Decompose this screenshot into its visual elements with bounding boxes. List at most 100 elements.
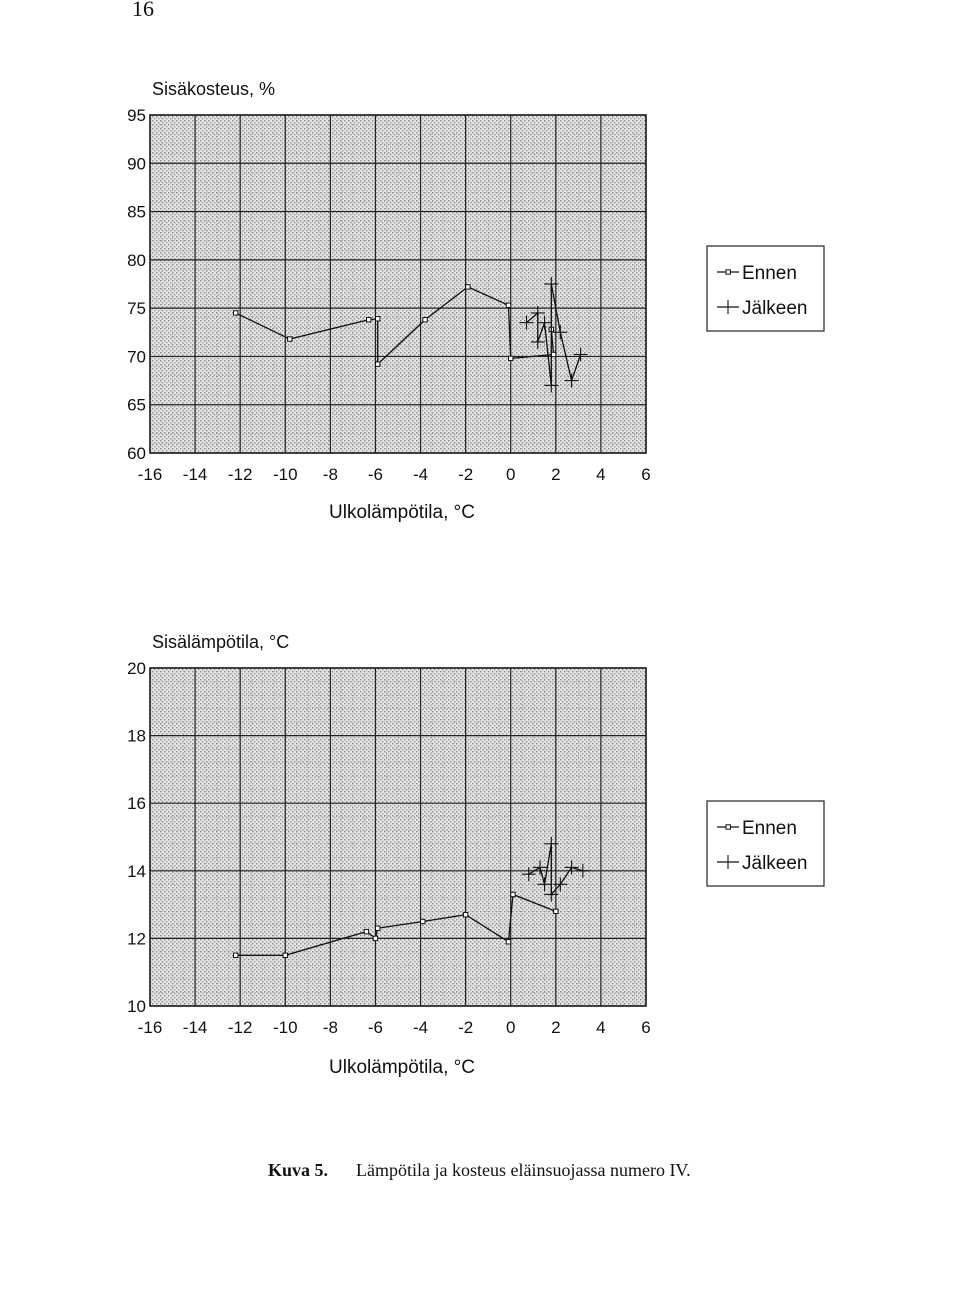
legend-label: Ennen — [742, 818, 797, 839]
x-tick-label: 2 — [551, 465, 560, 484]
y-tick-label: 70 — [127, 347, 146, 366]
data-point-ennen — [550, 351, 557, 358]
x-tick-label: -10 — [273, 465, 298, 484]
data-point-ennen — [553, 908, 559, 915]
y-tick-label: 18 — [127, 727, 146, 746]
legend-box — [706, 245, 825, 332]
x-tick-label: -16 — [138, 465, 163, 484]
data-point-jalkeen — [544, 277, 559, 291]
x-tick-label: -6 — [368, 1018, 383, 1037]
x-tick-label: -8 — [323, 1018, 338, 1037]
x-tick-label: 0 — [506, 1018, 515, 1037]
x-tick-label: 4 — [596, 465, 605, 484]
chart-title: Sisäkosteus, % — [152, 79, 275, 99]
data-point-ennen — [375, 925, 381, 931]
data-point-jalkeen — [573, 347, 588, 362]
data-point-jalkeen — [530, 305, 545, 320]
chart-title: Sisälämpötila, °C — [152, 632, 289, 652]
y-tick-label: 12 — [127, 929, 146, 948]
data-point-jalkeen — [537, 877, 552, 892]
data-point-ennen — [422, 317, 428, 323]
data-point-ennen — [365, 317, 372, 323]
x-tick-label: -14 — [183, 465, 208, 484]
y-tick-label: 14 — [127, 862, 146, 881]
x-tick-label: -4 — [413, 1018, 428, 1037]
legend-marker-square — [725, 824, 731, 830]
data-point-jalkeen — [519, 315, 534, 330]
y-tick-label: 60 — [127, 444, 146, 463]
data-point-ennen — [282, 952, 288, 959]
legend-label: Jälkeen — [742, 298, 808, 319]
x-tick-label: 4 — [596, 1018, 605, 1037]
data-point-jalkeen — [521, 867, 536, 882]
x-tick-label: 2 — [551, 1018, 560, 1037]
data-point-ennen — [420, 918, 426, 925]
data-point-ennen — [372, 935, 379, 942]
minor-grid — [150, 668, 646, 1006]
data-point-ennen — [508, 355, 514, 362]
minor-grid — [150, 115, 646, 453]
series-line-jalkeen — [528, 843, 584, 897]
x-tick-label: -8 — [323, 465, 338, 484]
data-point-jalkeen — [564, 373, 579, 388]
data-point-jalkeen — [530, 334, 545, 349]
y-tick-label: 75 — [127, 299, 146, 318]
data-point-ennen — [232, 310, 239, 316]
data-point-jalkeen — [553, 877, 568, 892]
x-axis-label: Ulkolämpötila, °C — [329, 502, 475, 523]
y-tick-label: 10 — [127, 997, 146, 1016]
legend: Ennen Jälkeen — [706, 245, 825, 332]
data-point-ennen — [375, 316, 381, 322]
x-tick-label: -12 — [228, 1018, 253, 1037]
caption-text: Lämpötila ja kosteus eläinsuojassa numer… — [356, 1160, 691, 1180]
x-tick-label: 6 — [641, 1018, 650, 1037]
x-tick-label: -4 — [413, 465, 428, 484]
y-tick-label: 80 — [127, 251, 146, 270]
series-line-ennen — [235, 893, 557, 956]
data-point-ennen — [287, 336, 293, 342]
x-tick-label: -2 — [458, 465, 473, 484]
y-tick-label: 20 — [127, 659, 146, 678]
y-tick-label: 90 — [127, 154, 146, 173]
x-tick-label: -10 — [273, 1018, 298, 1037]
data-point-ennen — [363, 928, 370, 935]
data-point-ennen — [510, 891, 516, 898]
data-point-jalkeen — [575, 863, 590, 878]
x-tick-label: 0 — [506, 465, 515, 484]
x-tick-label: -16 — [138, 1018, 163, 1037]
legend-marker-square — [725, 269, 731, 275]
caption-label: Kuva 5. — [268, 1160, 329, 1180]
y-tick-label: 95 — [127, 106, 146, 125]
data-point-jalkeen — [544, 378, 559, 393]
page-number: 16 — [132, 0, 154, 21]
data-point-jalkeen — [533, 860, 548, 875]
data-point-ennen — [375, 361, 381, 367]
plot-frame — [149, 114, 647, 454]
data-point-ennen — [505, 302, 512, 308]
x-tick-label: -12 — [228, 465, 253, 484]
data-point-jalkeen — [564, 860, 579, 875]
data-point-jalkeen — [544, 836, 559, 851]
legend-label: Ennen — [742, 263, 797, 284]
x-tick-label: -6 — [368, 465, 383, 484]
y-tick-label: 16 — [127, 794, 146, 813]
legend: Ennen Jälkeen — [706, 800, 825, 887]
data-point-ennen — [232, 952, 239, 959]
data-point-ennen — [505, 939, 512, 945]
data-point-ennen — [462, 912, 469, 918]
figure-caption: Kuva 5. Lämpötila ja kosteus eläinsuojass… — [268, 1160, 691, 1181]
x-tick-label: -2 — [458, 1018, 473, 1037]
plot-frame — [149, 667, 647, 1007]
legend-label: Jälkeen — [742, 853, 808, 874]
data-point-ennen — [465, 284, 471, 290]
x-axis-label: Ulkolämpötila, °C — [329, 1057, 475, 1078]
x-tick-label: 6 — [641, 465, 650, 484]
data-point-jalkeen — [553, 325, 568, 340]
data-point-jalkeen — [537, 315, 552, 330]
y-tick-label: 65 — [127, 396, 146, 415]
legend-box — [706, 800, 825, 887]
x-tick-label: -14 — [183, 1018, 208, 1037]
data-point-jalkeen — [544, 887, 559, 902]
